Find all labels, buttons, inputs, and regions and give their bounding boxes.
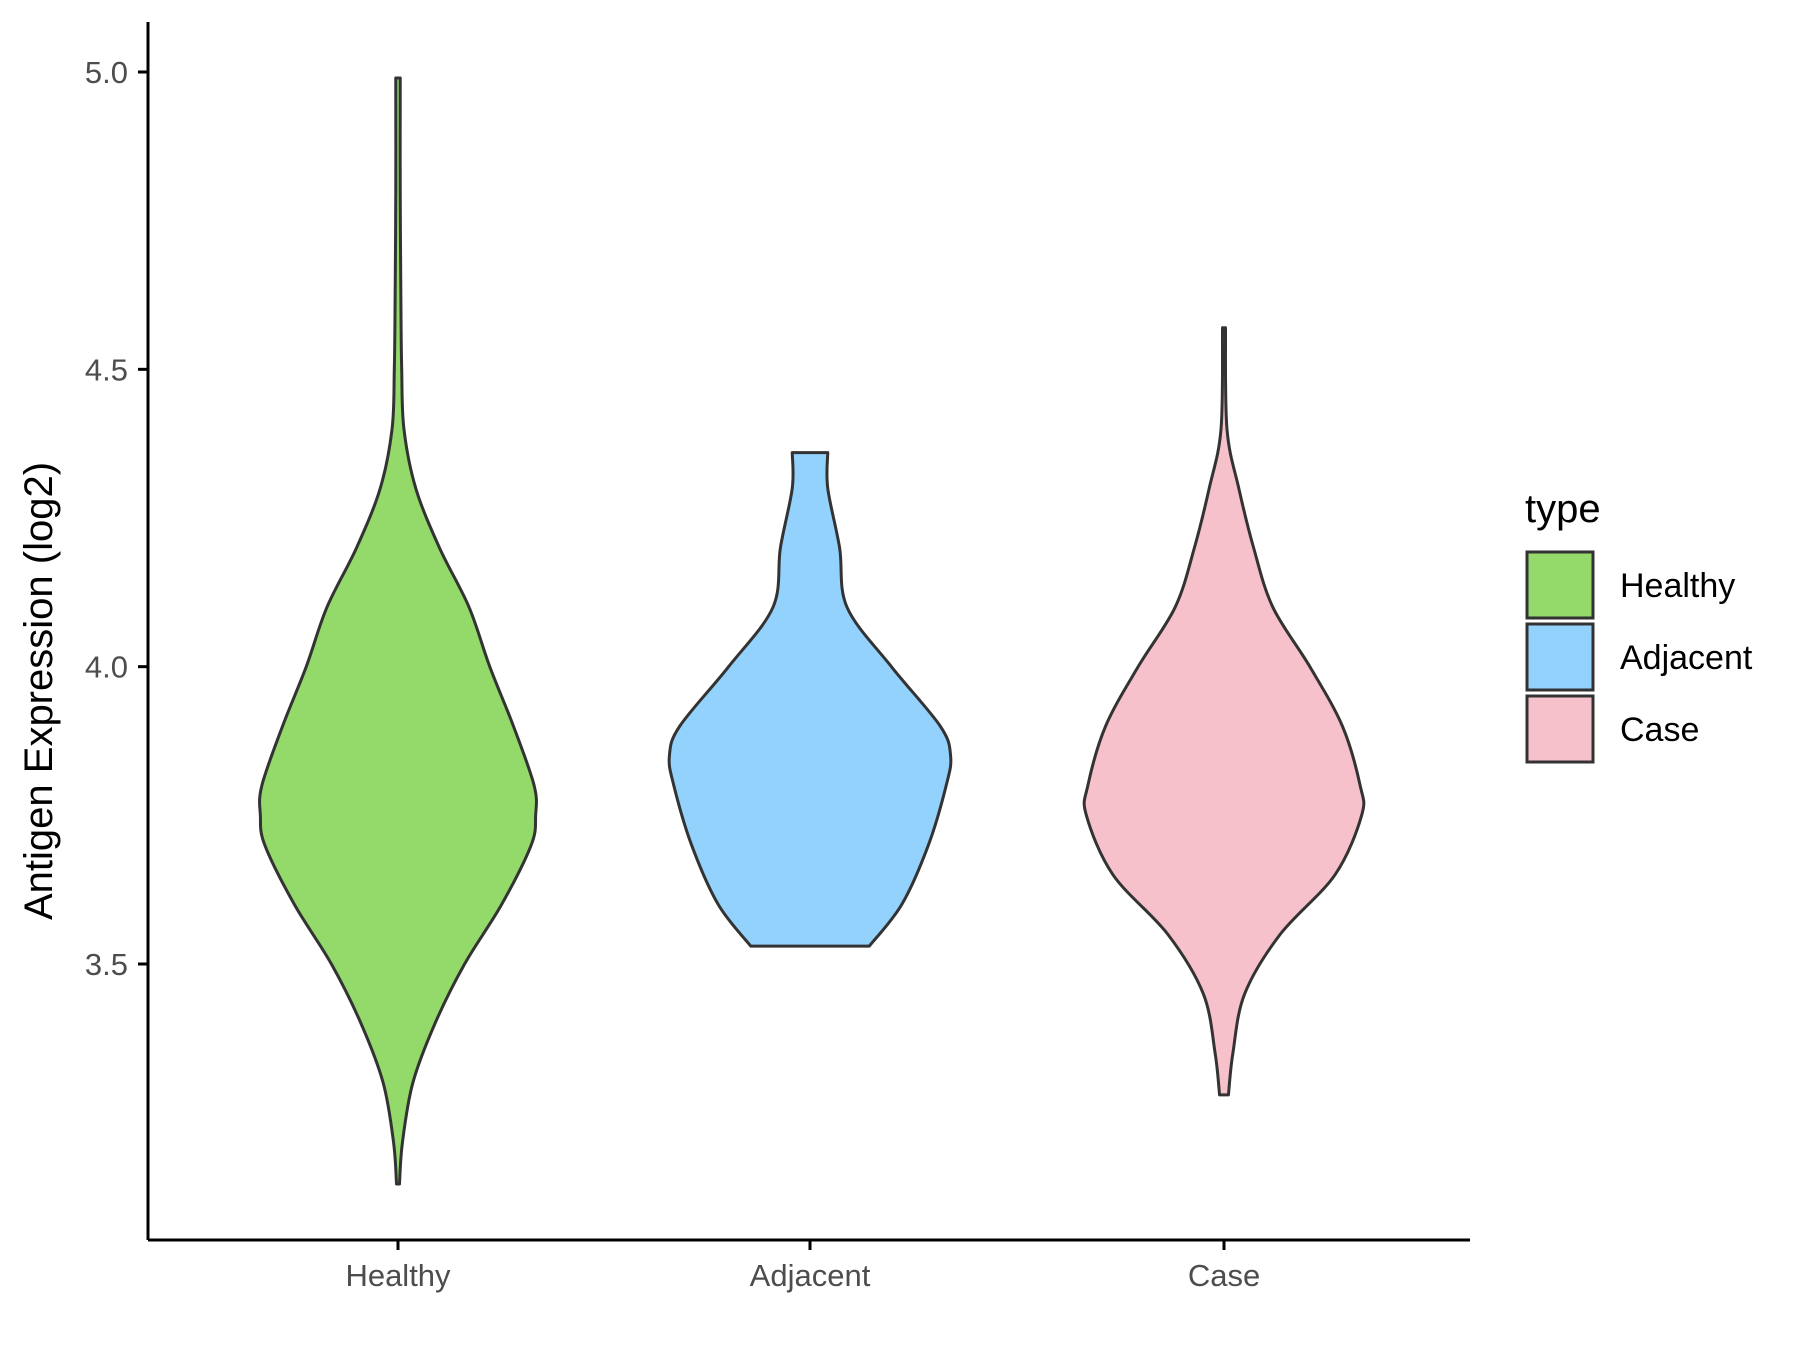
x-tick-label: Case: [1188, 1258, 1260, 1293]
y-ticks: 3.5 4.0 4.5 5.0: [85, 55, 148, 982]
violin-healthy: [258, 76, 538, 1186]
legend-label-healthy: Healthy: [1620, 567, 1735, 605]
violins: [258, 76, 1366, 1186]
x-tick-label: Adjacent: [750, 1258, 871, 1293]
y-axis-title: Antigen Expression (log2): [17, 462, 61, 920]
legend-swatch-adjacent: [1525, 622, 1595, 692]
legend-items: Healthy Adjacent Case: [1525, 550, 1753, 764]
violin-case: [1082, 326, 1366, 1097]
legend-label-adjacent: Adjacent: [1620, 639, 1753, 677]
y-tick-label: 3.5: [85, 947, 128, 982]
y-tick-label: 4.0: [85, 650, 128, 685]
x-tick-label: Healthy: [345, 1258, 451, 1293]
x-ticks: Healthy Adjacent Case: [345, 1240, 1260, 1293]
legend: type Healthy Adjacent Case: [1525, 487, 1753, 764]
y-tick-label: 4.5: [85, 352, 128, 387]
legend-swatch-healthy: [1525, 550, 1595, 620]
violin-adjacent: [667, 451, 953, 948]
legend-title: type: [1525, 487, 1601, 531]
axes: 3.5 4.0 4.5 5.0 Healthy Adjacent Case Antigen…: [17, 22, 1470, 1293]
legend-swatch-case: [1525, 694, 1595, 764]
legend-label-case: Case: [1620, 711, 1699, 749]
y-tick-label: 5.0: [85, 55, 128, 90]
